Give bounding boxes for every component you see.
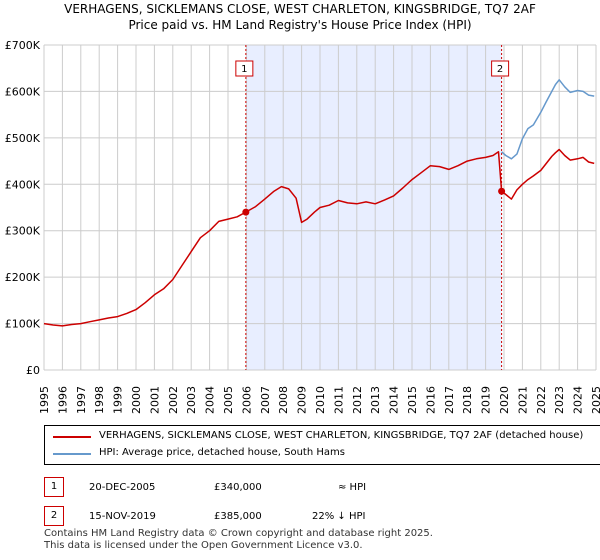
transaction-badge: 1 [44, 477, 64, 497]
x-tick-label: 1999 [112, 386, 125, 414]
legend-label-property: VERHAGENS, SICKLEMANS CLOSE, WEST CHARLE… [99, 430, 584, 441]
chart-subtitle: Price paid vs. HM Land Registry's House … [128, 18, 472, 32]
y-tick-label: £500K [5, 132, 41, 145]
chart-title: VERHAGENS, SICKLEMANS CLOSE, WEST CHARLE… [64, 2, 536, 16]
transaction-badge: 2 [44, 506, 64, 526]
x-tick-label: 2015 [406, 386, 419, 414]
footer-copyright: Contains HM Land Registry data © Crown c… [44, 528, 433, 539]
legend-swatch-hpi [53, 453, 91, 455]
x-tick-label: 2005 [222, 386, 235, 414]
x-tick-label: 1997 [75, 386, 88, 414]
x-tick-label: 2000 [130, 386, 143, 414]
hpi-line [501, 79, 595, 160]
x-tick-label: 2004 [204, 386, 217, 414]
x-tick-label: 2013 [369, 386, 382, 414]
transaction-date: 20-DEC-2005 [89, 482, 156, 493]
x-tick-label: 2022 [535, 386, 548, 414]
x-tick-label: 2011 [332, 386, 345, 414]
x-tick-label: 2025 [590, 386, 600, 414]
marker-box [491, 60, 510, 77]
y-tick-label: £100K [5, 318, 41, 331]
x-tick-label: 2019 [480, 386, 493, 414]
sale-point [498, 187, 506, 195]
x-tick-label: 2020 [498, 386, 511, 414]
x-tick-label: 2017 [443, 386, 456, 414]
x-tick-label: 2010 [314, 386, 327, 414]
x-tick-label: 2016 [424, 386, 437, 414]
transaction-row: 2 15-NOV-2019 £385,000 22% ↓ HPI [0, 506, 600, 528]
footer: Contains HM Land Registry data © Crown c… [44, 528, 433, 552]
transaction-date: 15-NOV-2019 [89, 511, 156, 522]
transaction-row: 1 20-DEC-2005 £340,000 ≈ HPI [0, 477, 600, 499]
x-tick-label: 2012 [351, 386, 364, 414]
footer-licence: This data is licensed under the Open Gov… [44, 540, 363, 551]
marker-label: 1 [241, 64, 247, 75]
legend: VERHAGENS, SICKLEMANS CLOSE, WEST CHARLE… [44, 425, 600, 465]
x-tick-label: 2009 [296, 386, 309, 414]
x-tick-label: 2008 [277, 386, 290, 414]
x-tick-label: 1995 [38, 386, 51, 414]
x-tick-label: 2002 [167, 386, 180, 414]
x-tick-label: 2001 [148, 386, 161, 414]
y-tick-label: £300K [5, 225, 41, 238]
x-tick-label: 2014 [388, 386, 401, 414]
x-tick-label: 1998 [93, 386, 106, 414]
shaded-region [245, 45, 502, 370]
transaction-hpi-relation: ≈ HPI [338, 482, 367, 493]
marker-box [235, 60, 254, 77]
x-tick-label: 2007 [259, 386, 272, 414]
sale-point [242, 208, 250, 216]
x-tick-label: 2003 [185, 386, 198, 414]
property-price-line [43, 148, 595, 327]
x-tick-label: 2024 [572, 386, 585, 414]
y-tick-label: £0 [26, 364, 40, 377]
legend-label-hpi: HPI: Average price, detached house, Sout… [99, 447, 345, 458]
x-tick-label: 2006 [240, 386, 253, 414]
legend-swatch-property [53, 436, 91, 438]
y-tick-label: £600K [5, 85, 41, 98]
x-tick-label: 1996 [56, 386, 69, 414]
price-chart: 1 2 £0 £100K £200K £300K £400K £500K £600K £700K… [5, 39, 600, 414]
transaction-price: £385,000 [214, 511, 262, 522]
y-tick-label: £700K [5, 39, 41, 52]
marker-label: 2 [497, 64, 503, 75]
x-tick-label: 2021 [516, 386, 529, 414]
y-tick-label: £200K [5, 271, 41, 284]
transaction-hpi-relation: 22% ↓ HPI [312, 511, 366, 522]
y-tick-label: £400K [5, 178, 41, 191]
transaction-price: £340,000 [214, 482, 262, 493]
x-tick-label: 2023 [553, 386, 566, 414]
x-tick-label: 2018 [461, 386, 474, 414]
